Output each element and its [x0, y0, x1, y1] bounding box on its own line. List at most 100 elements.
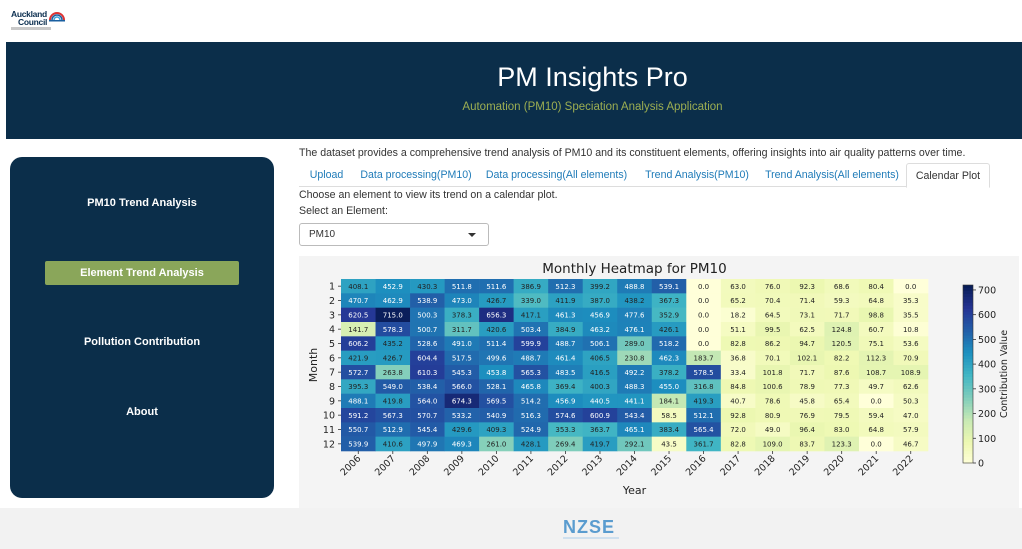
x-tick-label: 2020 [822, 453, 847, 478]
heatmap-cell [893, 408, 929, 423]
colorbar-segment [963, 460, 973, 464]
heatmap-cell [686, 350, 722, 366]
heatmap-cell-label: 512.9 [383, 426, 403, 434]
colorbar-segment [963, 397, 973, 402]
heatmap-cell-label: 183.7 [694, 354, 714, 362]
heatmap-cell [651, 408, 687, 423]
heatmap-cell-label: 512.1 [694, 412, 714, 420]
heatmap-cell [755, 322, 791, 337]
heatmap-cell [375, 436, 411, 452]
heatmap-cell-label: 539.1 [659, 283, 679, 291]
heatmap-cell [479, 365, 514, 380]
heatmap-cell-label: 469.3 [452, 440, 472, 448]
heatmap-cell-label: 387.0 [590, 297, 610, 305]
heatmap-cell-label: 483.5 [555, 369, 575, 377]
heatmap-cell [444, 408, 480, 423]
tab-data-processing-pm10[interactable]: Data processing(PM10) [360, 169, 472, 181]
heatmap-cell-label: 512.3 [555, 283, 575, 291]
colorbar-tick-label: 0 [978, 459, 984, 470]
sidebar-item-about[interactable]: About [126, 406, 158, 418]
heatmap-cell [548, 336, 584, 351]
heatmap-cell [341, 436, 376, 452]
tab-data-processing-all-elements[interactable]: Data processing(All elements) [485, 169, 628, 181]
heatmap-cell-label: 316.8 [694, 383, 714, 391]
heatmap-cell [789, 336, 825, 351]
heatmap-cell-label: 516.3 [521, 412, 541, 420]
heatmap-cell [513, 379, 549, 394]
heatmap-cell-label: 96.4 [799, 426, 815, 434]
heatmap-cell [755, 307, 791, 323]
heatmap-cell [824, 408, 860, 423]
heatmap-cell-label: 47.0 [903, 412, 919, 420]
heatmap-cell [720, 393, 756, 409]
heatmap-cell [824, 293, 860, 308]
sidebar-item-pollution-contribution[interactable]: Pollution Contribution [83, 336, 201, 348]
colorbar-segment [963, 302, 973, 307]
colorbar-segment [963, 382, 973, 387]
heatmap-cell-label: 43.5 [661, 440, 677, 448]
x-tick-label: 2017 [718, 453, 743, 478]
heatmap-cell [410, 379, 445, 394]
colorbar-segment [963, 424, 973, 428]
heatmap-cell [479, 408, 514, 423]
heatmap-cell-label: 35.3 [903, 297, 919, 305]
heatmap-cell-label: 92.8 [730, 412, 746, 420]
heatmap-cell-label: 492.2 [624, 369, 644, 377]
heatmap-cell [755, 422, 791, 437]
heatmap-cell-label: 86.2 [765, 340, 781, 348]
heatmap-cell [617, 393, 653, 409]
heatmap-cell-label: 141.7 [348, 326, 368, 334]
heatmap-cell-label: 292.1 [624, 440, 644, 448]
heatmap-cell [582, 336, 618, 351]
heatmap-cell-label: 261.0 [486, 440, 506, 448]
element-select[interactable]: PM10 [299, 223, 489, 246]
chevron-down-icon [468, 233, 476, 237]
heatmap-cell [513, 336, 549, 351]
heatmap-cell-label: 49.0 [765, 426, 781, 434]
heatmap-cell-label: 406.5 [590, 354, 610, 362]
heatmap-cell-label: 45.8 [799, 397, 815, 405]
heatmap-cell [755, 365, 791, 380]
heatmap-cell [479, 307, 514, 323]
sidebar-item-pm10-trend-analysis[interactable]: PM10 Trend Analysis [87, 197, 197, 209]
colorbar-segment [963, 433, 973, 437]
heatmap-cell [513, 365, 549, 380]
tab-trend-analysis-pm10[interactable]: Trend Analysis(PM10) [645, 169, 749, 181]
heatmap-cell [789, 322, 825, 337]
sidebar-item-element-trend-analysis[interactable]: Element Trend Analysis [45, 261, 239, 285]
tab-trend-analysis-all-elements[interactable]: Trend Analysis(All elements) [765, 169, 899, 181]
heatmap-cell-label: 656.3 [486, 311, 506, 319]
colorbar-tick-label: 100 [978, 434, 996, 445]
heatmap-cell [375, 379, 411, 394]
heatmap-cell-label: 94.7 [799, 340, 815, 348]
y-tick-label: 6 [329, 353, 335, 364]
colorbar-segment [963, 371, 973, 375]
heatmap-cell-label: 465.1 [624, 426, 644, 434]
heatmap-cell-label: 441.1 [624, 397, 644, 405]
heatmap-cell [341, 279, 376, 294]
heatmap-cell-label: 488.7 [521, 354, 541, 362]
heatmap-cell [375, 293, 411, 308]
heatmap-cell [893, 436, 929, 452]
heatmap-cell [444, 365, 480, 380]
heatmap-cell [341, 307, 376, 323]
heatmap-cell-label: 543.4 [624, 412, 645, 420]
heatmap-cell [341, 322, 376, 337]
heatmap-cell-label: 36.8 [730, 354, 746, 362]
tab-bar: Upload Data processing(PM10) Data proces… [299, 163, 990, 188]
heatmap-cell [858, 408, 894, 423]
heatmap-cell [720, 293, 756, 308]
tab-upload[interactable]: Upload [309, 169, 344, 181]
colorbar-segment [963, 344, 973, 348]
tab-calendar-plot[interactable]: Calendar Plot [906, 163, 990, 188]
heatmap-cell-label: 367.3 [659, 297, 679, 305]
logo-tagline-bar [11, 27, 51, 30]
heatmap-cell [893, 336, 929, 351]
heatmap-cell-label: 426.7 [383, 354, 403, 362]
colorbar-segment [963, 285, 973, 289]
heatmap-cell-label: 60.7 [868, 326, 884, 334]
heatmap-cell [479, 393, 514, 409]
y-tick-label: 7 [329, 368, 335, 379]
colorbar-segment [963, 430, 973, 434]
heatmap-cell-label: 386.9 [521, 283, 541, 291]
